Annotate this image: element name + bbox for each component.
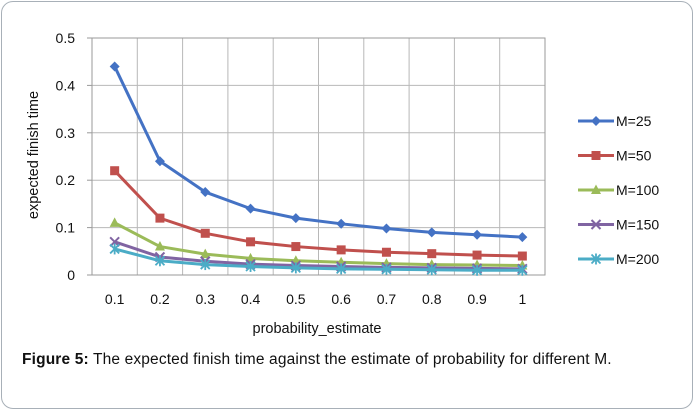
x-tick-label: 0.6: [331, 291, 351, 307]
data-point: [336, 218, 347, 229]
x-tick-label: 0.3: [196, 291, 216, 307]
data-point: [154, 241, 165, 251]
caption-text: The expected finish time against the est…: [88, 351, 612, 368]
x-tick-label: 0.9: [467, 291, 487, 307]
data-point: [245, 203, 256, 214]
data-point: [109, 243, 120, 255]
x-tick-label: 0.4: [241, 291, 261, 307]
data-point: [427, 249, 437, 259]
y-axis-ticks: 0 0.1 0.2 0.3 0.4 0.5: [56, 30, 92, 283]
legend-entry: M=100: [578, 182, 659, 198]
series-m-50: [110, 166, 527, 261]
data-point: [245, 260, 256, 272]
x-tick-label: 0.1: [105, 291, 125, 307]
y-tick-label: 0.1: [56, 220, 76, 236]
data-point: [110, 166, 120, 176]
data-point: [381, 247, 391, 257]
data-point: [381, 263, 392, 275]
legend-entry: M=50: [578, 148, 652, 164]
data-point: [200, 228, 210, 238]
legend-label: M=50: [616, 148, 652, 164]
data-point: [336, 245, 346, 255]
data-point: [517, 232, 528, 243]
data-point: [109, 61, 120, 72]
data-point: [517, 264, 528, 276]
plot-border: [91, 37, 546, 276]
series-line: [114, 247, 523, 272]
data-point: [154, 156, 165, 167]
plot-area: [91, 37, 546, 276]
data-point: [109, 217, 120, 227]
caption-label: Figure 5:: [22, 351, 89, 368]
series-line: [113, 65, 523, 239]
data-point: [290, 213, 301, 224]
legend-marker: [591, 116, 601, 126]
data-point: [200, 187, 211, 198]
legend-marker: [590, 219, 602, 230]
data-point: [200, 259, 211, 271]
data-point: [517, 251, 527, 261]
x-tick-label: 0.7: [377, 291, 397, 307]
x-tick-label: 0.5: [286, 291, 306, 307]
legend: M=25 M=50 M=100 M=150 M=200: [578, 113, 659, 267]
legend-entry: M=150: [578, 217, 659, 233]
x-tick-label: 0.8: [422, 291, 442, 307]
legend-marker: [590, 253, 602, 265]
legend-marker: [591, 184, 601, 194]
y-tick-label: 0.4: [56, 77, 76, 93]
legend-marker: [591, 151, 601, 160]
legend-label: M=25: [616, 113, 652, 129]
data-point: [472, 229, 483, 240]
legend-label: M=150: [616, 217, 659, 233]
series-line: [114, 240, 523, 271]
data-point: [246, 237, 256, 247]
x-axis-title: probability_estimate: [253, 321, 382, 337]
legend-label: M=200: [616, 251, 659, 267]
series-m-200: [109, 243, 528, 276]
data-point: [200, 248, 211, 259]
series-line: [113, 221, 523, 268]
y-tick-label: 0: [67, 267, 75, 283]
series-m-25: [109, 61, 528, 243]
series-layer: [109, 61, 528, 276]
legend-label: M=100: [616, 182, 659, 198]
y-tick-label: 0.3: [56, 125, 76, 141]
data-point: [290, 262, 301, 274]
data-point: [381, 223, 392, 234]
data-point: [291, 242, 301, 252]
x-tick-label: 1: [518, 291, 526, 307]
figure-caption: Figure 5: The expected finish time again…: [22, 350, 674, 370]
data-point: [245, 252, 256, 263]
data-point: [426, 264, 437, 276]
series-line: [113, 169, 523, 258]
y-tick-label: 0.2: [56, 172, 76, 188]
data-point: [336, 263, 347, 275]
line-chart: 00.10.20.30.40.5 0.1 0.2 0.3 0.4 0.5 0.6 0.7 0.…: [26, 30, 659, 337]
data-point: [472, 250, 482, 260]
data-point: [471, 264, 483, 276]
data-point: [426, 227, 437, 238]
legend-entry: M=200: [578, 251, 659, 267]
data-point: [155, 213, 165, 223]
y-axis-title: expected finish time: [26, 91, 42, 219]
legend-entry: M=25: [578, 113, 652, 129]
data-point: [154, 255, 166, 267]
x-tick-label: 0.2: [150, 291, 170, 307]
x-axis-ticks: 0.1 0.2 0.3 0.4 0.5 0.6 0.7 0.8 0.9 1: [105, 291, 527, 307]
y-tick-label: 0.5: [56, 30, 76, 46]
